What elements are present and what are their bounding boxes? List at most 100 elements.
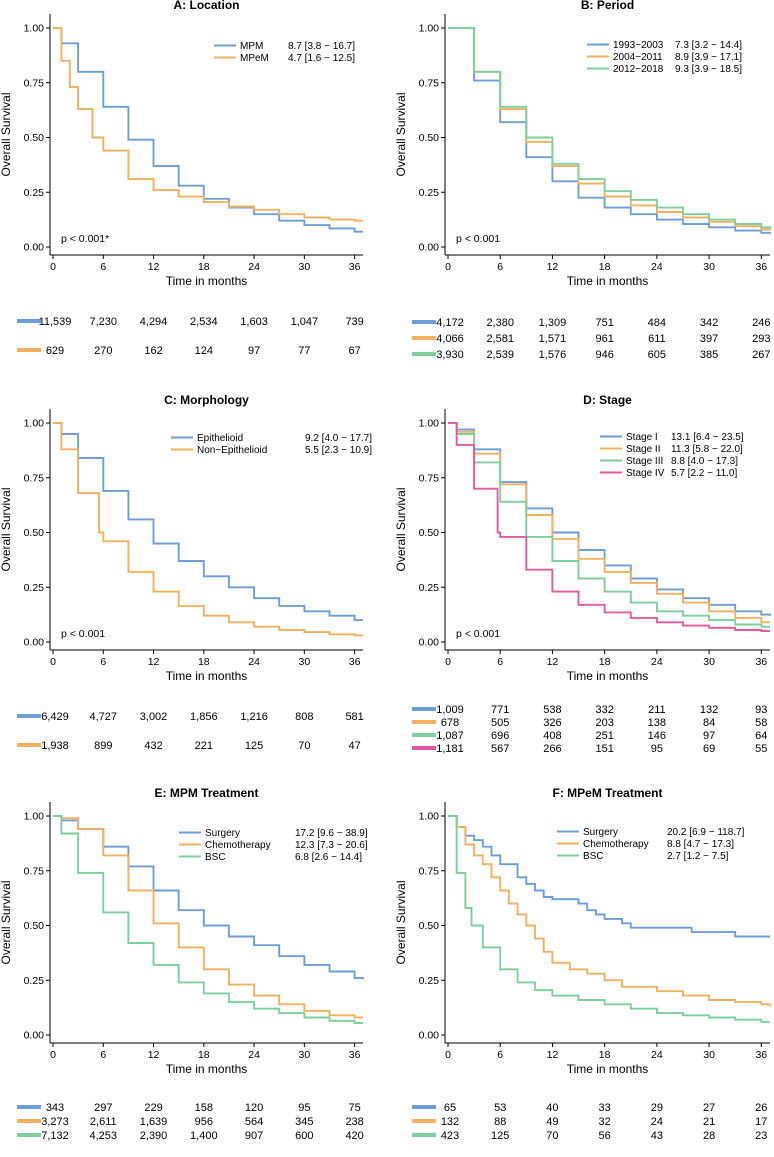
x-tick-label: 24	[651, 1049, 663, 1061]
risk-count: 505	[491, 717, 509, 729]
risk-count: 7,132	[41, 1130, 69, 1142]
risk-count: 26	[755, 1102, 767, 1114]
y-axis-title: Overall Survival	[394, 487, 408, 571]
risk-count: 297	[94, 1102, 112, 1114]
risk-count: 326	[543, 717, 561, 729]
y-tick-label: 0.25	[24, 975, 45, 987]
y-tick-label: 1.00	[24, 811, 45, 823]
y-tick-label: 0.75	[24, 472, 45, 484]
x-tick-label: 6	[100, 656, 106, 668]
y-tick-label: 0.50	[419, 527, 440, 539]
survival-curve-bsc	[53, 815, 363, 1024]
risk-count: 65	[444, 1102, 456, 1114]
risk-count: 1,576	[539, 349, 567, 361]
x-tick-label: 18	[599, 261, 611, 273]
legend-median: 13.1 [6.4 − 23.5]	[671, 432, 744, 443]
x-tick-label: 36	[349, 1049, 361, 1061]
legend-median: 9.3 [3.9 − 18.5]	[675, 64, 742, 75]
x-tick-label: 0	[445, 1049, 451, 1061]
risk-count: 251	[595, 730, 613, 742]
y-tick-label: 0.75	[24, 865, 45, 877]
x-tick-label: 36	[349, 656, 361, 668]
y-tick-label: 0.75	[24, 77, 45, 89]
x-tick-label: 24	[248, 656, 260, 668]
risk-count: 221	[195, 740, 213, 752]
risk-count: 53	[494, 1102, 506, 1114]
risk-count: 397	[700, 333, 718, 345]
risk-count: 420	[345, 1130, 363, 1142]
risk-count: 97	[703, 730, 715, 742]
legend-label: Stage IV	[626, 468, 665, 479]
risk-count: 907	[245, 1130, 263, 1142]
risk-count: 581	[345, 711, 363, 723]
risk-count: 946	[595, 349, 613, 361]
y-tick-label: 0.25	[419, 187, 440, 199]
x-tick-label: 0	[50, 1049, 56, 1061]
risk-count: 97	[248, 345, 260, 357]
legend-median: 5.5 [2.3 − 10.9]	[305, 445, 372, 456]
y-tick-label: 0.75	[419, 472, 440, 484]
x-tick-label: 18	[198, 261, 210, 273]
risk-count: 203	[595, 717, 613, 729]
risk-count: 77	[298, 345, 310, 357]
risk-count: 21	[703, 1116, 715, 1128]
chart-title: B: Period	[581, 0, 634, 12]
risk-count: 3,273	[41, 1116, 69, 1128]
panel-5: E: MPM Treatment 0.00 0.25 0.50 0.75 1.00 0 6 12…	[0, 786, 368, 1142]
x-tick-label: 30	[299, 1049, 311, 1061]
risk-count: 605	[648, 349, 666, 361]
risk-count: 17	[755, 1116, 767, 1128]
risk-count: 771	[491, 704, 509, 716]
y-axis-title: Overall Survival	[0, 92, 13, 176]
legend-label: MPeM	[240, 53, 269, 64]
risk-count: 6,429	[41, 711, 69, 723]
risk-count: 600	[295, 1130, 313, 1142]
risk-count: 267	[752, 349, 770, 361]
legend-median: 20.2 [6.9 − 118.7]	[667, 827, 745, 838]
risk-count: 93	[755, 704, 767, 716]
legend-median: 5.7 [2.2 − 11.0]	[671, 468, 737, 479]
survival-curve-stage-iii	[448, 422, 770, 628]
y-tick-label: 1.00	[419, 23, 440, 35]
legend-label: MPM	[240, 41, 263, 52]
risk-count: 1,309	[539, 317, 567, 329]
legend-label: Surgery	[205, 828, 240, 839]
risk-count: 151	[595, 743, 613, 755]
risk-count: 138	[648, 717, 666, 729]
legend-label: BSC	[205, 852, 226, 863]
risk-count: 55	[755, 743, 767, 755]
risk-count: 58	[755, 717, 767, 729]
risk-count: 808	[295, 711, 313, 723]
risk-count: 84	[703, 717, 715, 729]
risk-count: 385	[700, 349, 718, 361]
x-tick-label: 6	[497, 261, 503, 273]
risk-count: 432	[144, 740, 162, 752]
x-tick-label: 12	[547, 261, 559, 273]
survival-curve-mpem	[53, 27, 363, 222]
legend-median: 8.8 [4.0 − 17.3]	[671, 456, 738, 467]
x-tick-label: 18	[198, 1049, 210, 1061]
risk-count: 32	[599, 1116, 611, 1128]
survival-curve-epithelioid	[53, 422, 363, 622]
risk-count: 7,230	[90, 316, 118, 328]
y-tick-label: 0.75	[419, 865, 440, 877]
chart-title: C: Morphology	[164, 393, 249, 407]
survival-curve-bsc	[448, 815, 770, 1023]
x-axis-title: Time in months	[567, 274, 649, 288]
y-tick-label: 0.50	[24, 132, 45, 144]
risk-count: 211	[648, 704, 666, 716]
risk-count: 1,047	[291, 316, 319, 328]
legend-label: Stage II	[626, 444, 660, 455]
risk-count: 132	[700, 704, 718, 716]
x-axis-title: Time in months	[166, 274, 248, 288]
x-tick-label: 30	[299, 656, 311, 668]
risk-count: 125	[245, 740, 263, 752]
risk-count: 4,066	[436, 333, 464, 345]
x-tick-label: 30	[703, 261, 715, 273]
legend-median: 11.3 [5.8 − 22.0]	[671, 444, 743, 455]
legend-label: Stage III	[626, 456, 663, 467]
legend-median: 8.7 [3.8 − 16.7]	[288, 41, 355, 52]
legend-label: Non−Epithelioid	[197, 445, 267, 456]
risk-count: 696	[491, 730, 509, 742]
risk-count: 70	[546, 1130, 558, 1142]
